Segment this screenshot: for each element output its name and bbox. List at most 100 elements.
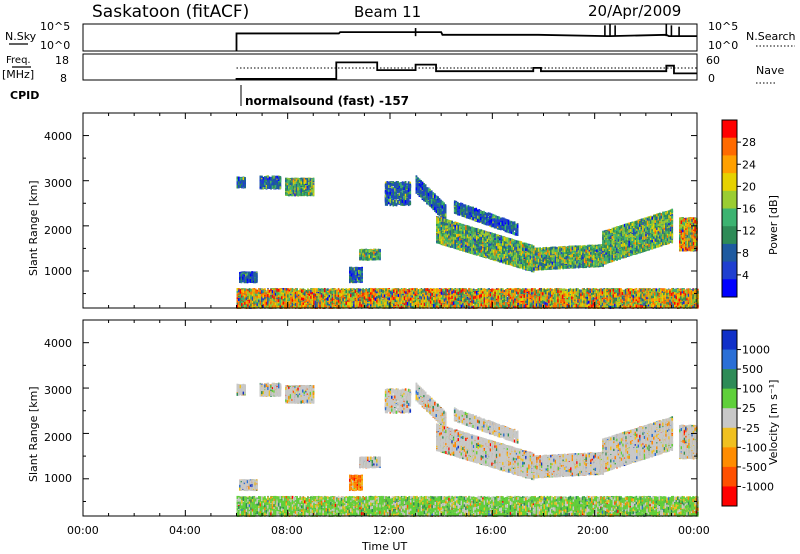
power-cell <box>290 291 292 294</box>
power-cell <box>270 302 272 305</box>
power-cell <box>309 299 311 302</box>
power-cell <box>296 297 298 300</box>
power-cell <box>255 297 257 300</box>
power-cell <box>260 296 262 299</box>
power-cell <box>246 297 248 300</box>
power-cell <box>246 304 248 307</box>
power-cell <box>301 289 303 292</box>
power-cell <box>296 292 298 295</box>
nsky-line <box>237 32 698 51</box>
power-cell <box>261 290 263 293</box>
freq-tick-bottom: 8 <box>60 72 67 85</box>
power-cell <box>283 304 285 307</box>
beam-title: Beam 11 <box>354 3 421 21</box>
power-cell <box>299 301 301 304</box>
power-cell <box>272 295 274 298</box>
power-cell <box>261 294 263 297</box>
power-cell <box>275 298 277 301</box>
power-cell <box>238 289 240 292</box>
power-cell <box>269 293 271 296</box>
power-cell <box>267 297 269 300</box>
power-cell <box>292 299 294 302</box>
power-cell <box>307 290 309 293</box>
nsky-tick-bottom: 10^0 <box>40 39 70 52</box>
power-cell <box>273 304 275 307</box>
nsky-panel: N.Sky 10^5 10^0 10^5 10^0 N.Search <box>5 20 796 52</box>
nave-label: Nave <box>756 64 784 77</box>
power-cell <box>283 302 285 305</box>
power-cell <box>292 288 294 291</box>
power-cell <box>283 290 285 293</box>
power-cell <box>270 299 272 302</box>
power-cell <box>309 291 311 294</box>
nsky-tick-top: 10^5 <box>40 20 70 33</box>
power-cell <box>244 291 246 294</box>
power-cell <box>240 303 242 306</box>
power-cell <box>270 296 272 299</box>
power-cell <box>250 292 252 295</box>
power-cell <box>293 290 295 293</box>
power-cell <box>247 301 249 304</box>
power-cell <box>304 292 306 295</box>
power-cell <box>266 295 268 298</box>
power-cell <box>309 297 311 300</box>
power-cell <box>303 295 305 298</box>
power-cell <box>290 297 292 300</box>
station-title: Saskatoon (fitACF) <box>92 2 249 22</box>
power-cell <box>303 290 305 293</box>
freq-panel: Freq. [MHz] 18 8 60 0 Nave <box>2 54 784 85</box>
power-cell <box>307 296 309 299</box>
power-cell <box>272 298 274 301</box>
power-cell <box>238 298 240 301</box>
nsearch-label: N.Search <box>746 30 796 43</box>
power-cell <box>303 305 305 308</box>
power-cell <box>295 303 297 306</box>
power-cell <box>250 289 252 292</box>
power-cell <box>279 295 281 298</box>
power-cell <box>306 299 308 302</box>
power-cell <box>264 292 266 295</box>
power-cell <box>284 293 286 296</box>
power-cell <box>286 295 288 298</box>
power-cell <box>243 304 245 307</box>
power-cell <box>290 301 292 304</box>
power-cell <box>287 294 289 297</box>
power-cell <box>246 301 248 304</box>
nave-tick-bottom: 0 <box>708 72 715 85</box>
power-cell <box>266 302 268 305</box>
power-cell <box>276 293 278 296</box>
power-cell <box>264 305 266 308</box>
freq-tick-top: 18 <box>55 54 69 67</box>
freq-line <box>237 62 698 80</box>
power-cell <box>247 291 249 294</box>
power-cell <box>267 289 269 292</box>
power-cell <box>269 298 271 301</box>
power-cell <box>261 297 263 300</box>
date-title: 20/Apr/2009 <box>588 2 681 20</box>
power-cell <box>272 290 274 293</box>
power-cell <box>240 298 242 301</box>
power-cell <box>301 305 303 308</box>
power-cell <box>295 295 297 298</box>
power-cell <box>270 292 272 295</box>
power-cell <box>284 302 286 305</box>
nsearch-tick-top: 10^5 <box>708 20 738 33</box>
nsky-label: N.Sky <box>5 30 37 43</box>
power-cell <box>253 301 255 304</box>
power-cell <box>301 293 303 296</box>
power-cell <box>249 288 251 291</box>
power-cell <box>275 302 277 305</box>
power-cell <box>269 290 271 293</box>
power-cell <box>263 301 265 304</box>
power-panel: Slant Range [km] 4000 3000 2000 1000 282… <box>27 113 780 309</box>
power-cell <box>304 296 306 299</box>
power-cell <box>258 294 260 297</box>
power-cell <box>276 303 278 306</box>
power-cell <box>296 303 298 306</box>
power-cell <box>237 288 239 291</box>
power-cell <box>276 289 278 292</box>
power-cell <box>241 297 243 300</box>
power-cell <box>246 291 248 294</box>
nave-tick-top: 60 <box>706 54 720 67</box>
power-cell <box>281 288 283 291</box>
